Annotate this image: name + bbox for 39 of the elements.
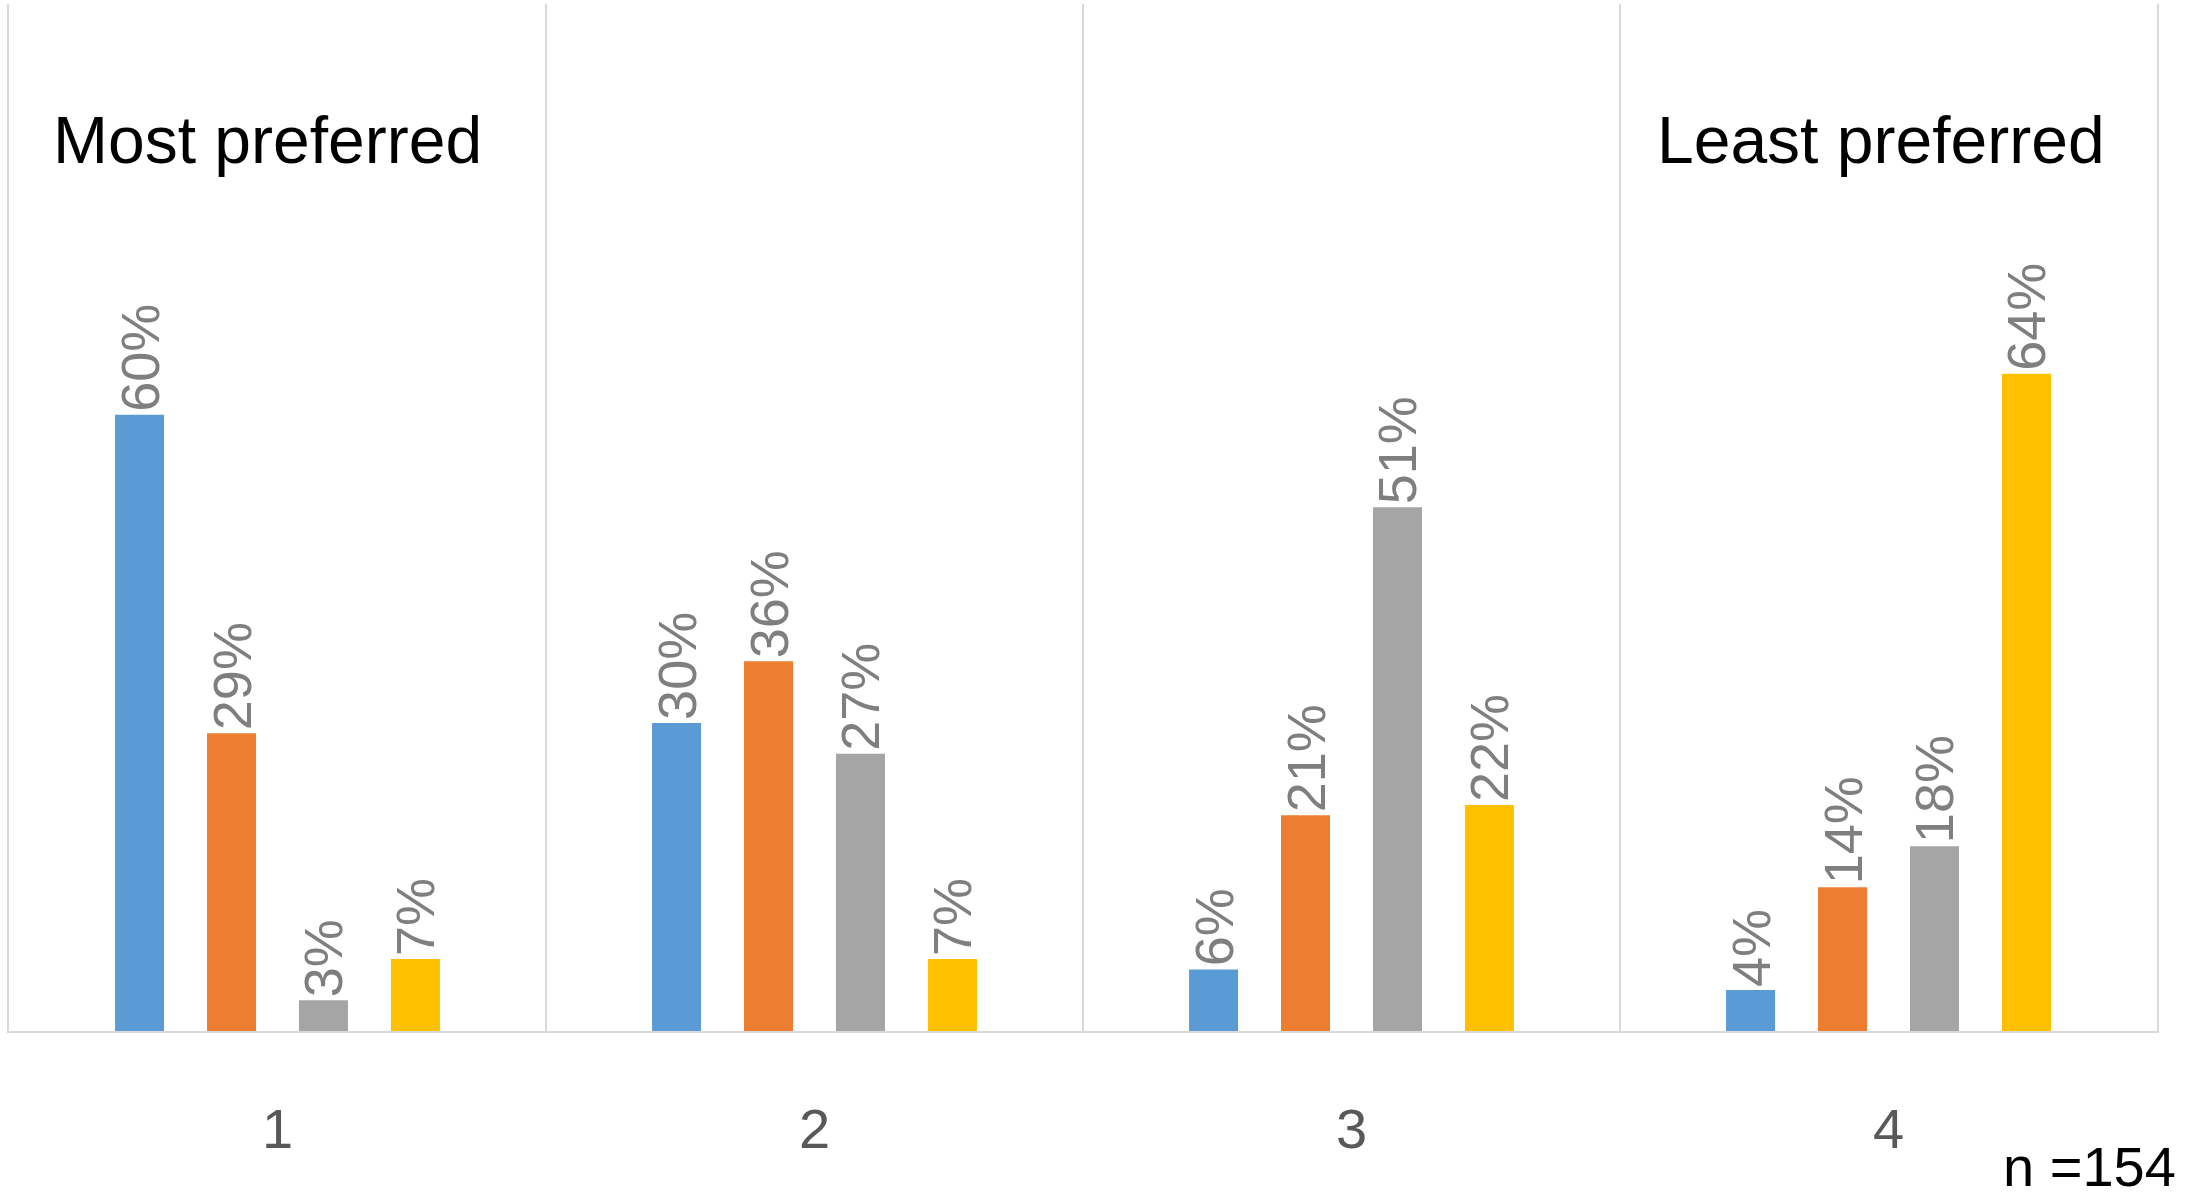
data-label: 30%	[646, 611, 707, 720]
bar	[1464, 805, 1514, 1031]
data-label: 22%	[1459, 693, 1520, 803]
annotation: Least preferred	[1657, 103, 2105, 177]
data-label: 21%	[1275, 704, 1336, 813]
annotation: Most preferred	[53, 103, 483, 177]
data-label: 27%	[830, 642, 891, 751]
bar	[1818, 887, 1868, 1031]
bar	[835, 753, 885, 1031]
data-label: 51%	[1367, 396, 1428, 505]
data-label: 60%	[109, 303, 170, 412]
data-label: 7%	[385, 878, 446, 957]
bar	[390, 959, 440, 1031]
bar	[1189, 969, 1239, 1031]
data-label: 6%	[1183, 888, 1244, 967]
x-tick-label: 1	[261, 1097, 294, 1161]
bar	[207, 733, 257, 1031]
text: n =154	[2003, 1135, 2176, 1195]
data-label: 7%	[922, 878, 983, 957]
x-tick-label: 4	[1872, 1097, 1905, 1161]
data-label: 14%	[1812, 776, 1873, 885]
bar	[115, 414, 165, 1031]
bar	[927, 959, 977, 1031]
data-label: 36%	[738, 550, 799, 659]
data-label: 29%	[201, 622, 262, 731]
bar	[1909, 846, 1959, 1031]
data-label: 4%	[1720, 908, 1781, 987]
bar	[298, 1000, 348, 1031]
data-label: 3%	[293, 919, 354, 998]
bar	[1726, 989, 1776, 1031]
data-label: 18%	[1904, 735, 1965, 844]
bar	[1372, 507, 1422, 1031]
x-tick-label: 3	[1335, 1097, 1368, 1161]
bar	[2001, 373, 2051, 1031]
bar	[652, 722, 702, 1031]
bar	[744, 661, 794, 1031]
x-tick-label: 2	[798, 1097, 831, 1161]
data-label: 64%	[1996, 262, 2057, 371]
bar	[1281, 815, 1331, 1031]
